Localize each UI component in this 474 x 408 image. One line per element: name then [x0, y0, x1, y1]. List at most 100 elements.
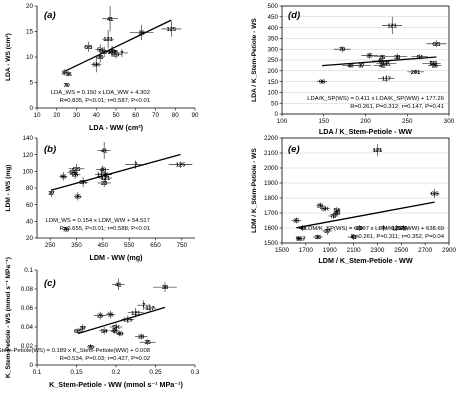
point-label: 96 [65, 72, 71, 78]
point-label: 7 [134, 163, 137, 169]
point-label: 38 [102, 173, 108, 179]
point-label: 7 [142, 303, 145, 309]
panel-letter: (c) [44, 278, 56, 289]
annotation-text: LDM/K_SP(WS) = 0.107 x LDM/K_SP(WW) + 63… [305, 226, 444, 232]
x-tick-label: 20 [53, 112, 61, 119]
x-tick-label: 10 [33, 112, 41, 119]
point-label: 117 [297, 237, 306, 243]
annotation-text: R=0.835, P<0.01; τ=0.587, P<0.01 [60, 98, 150, 104]
y-tick-label: 0 [29, 105, 33, 112]
x-tick-label: 450 [98, 242, 109, 249]
data-point: 35 [291, 217, 302, 225]
x-tick-label: 60 [132, 112, 140, 119]
data-point: 40 [298, 225, 306, 232]
point-label: 96 [319, 80, 325, 86]
data-point: 121 [102, 29, 115, 49]
y-tick-label: 100 [267, 90, 278, 97]
data-point: 23 [134, 333, 148, 341]
point-label: 48 [334, 211, 340, 217]
point-label: 38 [394, 55, 400, 61]
point-label: SK [321, 207, 329, 213]
point-label: 121 [373, 148, 382, 154]
data-point: 41 [112, 278, 125, 290]
data-point: 7 [116, 48, 128, 57]
point-label: 35 [75, 194, 81, 200]
point-label: 26 [432, 63, 438, 69]
x-tick-label: 250 [402, 118, 413, 125]
y-tick-label: 250 [267, 57, 278, 64]
point-label: 121 [131, 311, 140, 317]
data-point: 70 [328, 213, 339, 220]
y-tick-label: 2000 [264, 165, 279, 172]
annotation-text: R=0.261, P=0.312; τ=0.147, P=0.41 [350, 104, 444, 110]
data-point: 35 [139, 339, 156, 346]
point-label: 40 [299, 226, 305, 232]
data-point: 37 [322, 227, 333, 235]
data-point: 54 [411, 54, 429, 61]
panel-1: 10 20 30 40 50 60 70 80 90 0 5 10 15 20 LDA - WW (cm²)… [5, 3, 199, 132]
y-tick-label: 10 [26, 54, 34, 61]
data-point: 40 [116, 330, 124, 338]
annotation-text: R=0.655, P<0.01; τ=0.588, P<0.01 [60, 226, 150, 232]
y-tick-label: 15 [26, 29, 34, 36]
point-label: 125 [123, 317, 132, 323]
y-tick-label: 0.08 [21, 286, 34, 293]
point-label: 37 [48, 191, 54, 197]
x-tick-label: 2500 [394, 247, 409, 254]
point-label: 26 [379, 55, 385, 61]
x-tick-label: 250 [45, 242, 56, 249]
y-tick-label: 400 [267, 25, 278, 32]
point-label: 40 [101, 50, 107, 56]
point-label: 26 [317, 204, 323, 210]
point-label: 125 [392, 226, 401, 232]
x-tick-label: 40 [93, 112, 101, 119]
point-label: 117 [97, 173, 106, 179]
x-tick-label: 0.1 [33, 369, 42, 376]
point-label: 201 [411, 70, 420, 76]
panel-5: 1500 1700 1900 2100 2300 2500 2700 2900 1500 1600… [251, 135, 456, 265]
point-label: 38 [139, 31, 145, 37]
point-label: 70 [339, 47, 345, 53]
point-label: 70 [63, 228, 69, 234]
point-label: 7 [120, 51, 123, 57]
data-point: 7 [378, 225, 389, 232]
point-label: SK [382, 61, 390, 67]
point-label: 70 [88, 345, 94, 351]
data-point: 121 [372, 144, 383, 156]
y-tick-label: 200 [267, 68, 278, 75]
data-point: 125 [168, 161, 193, 169]
data-point: 70 [86, 344, 95, 351]
point-label: 7 [382, 226, 385, 232]
data-point: 26 [93, 311, 107, 320]
data-point: 23 [97, 178, 111, 188]
point-label: 96 [60, 174, 66, 180]
x-tick-label: 350 [71, 242, 82, 249]
y-tick-label: 500 [267, 3, 278, 10]
y-tick-label: 1700 [264, 210, 279, 217]
data-point: 7 [125, 160, 147, 169]
point-label: 125 [176, 163, 185, 169]
y-tick-label: 5 [29, 80, 33, 87]
point-label: 40 [347, 63, 353, 69]
y-tick-label: 50 [271, 100, 279, 107]
point-label: GS [72, 167, 80, 173]
data-point: 117 [143, 304, 157, 312]
data-point: 96 [59, 172, 68, 181]
x-tick-label: 90 [191, 112, 199, 119]
annotation-text: LDM_WS = 0.154 x LDM_WW + 54.517 [46, 218, 150, 224]
point-label: 54 [417, 55, 424, 61]
data-point: GS [74, 327, 82, 335]
data-point: GS [426, 40, 447, 48]
x-tick-label: 80 [172, 112, 180, 119]
data-point: SK [77, 177, 89, 188]
data-point: 121 [382, 16, 403, 35]
point-label: 38 [315, 235, 321, 241]
regression-line [296, 201, 435, 229]
x-tick-label: 1700 [299, 247, 314, 254]
data-point: 54 [99, 327, 109, 335]
x-tick-label: 300 [444, 118, 455, 125]
data-point: 35 [96, 51, 105, 63]
data-point: SK [91, 57, 102, 73]
point-label: 35 [293, 219, 299, 225]
point-label: 26 [72, 173, 78, 179]
